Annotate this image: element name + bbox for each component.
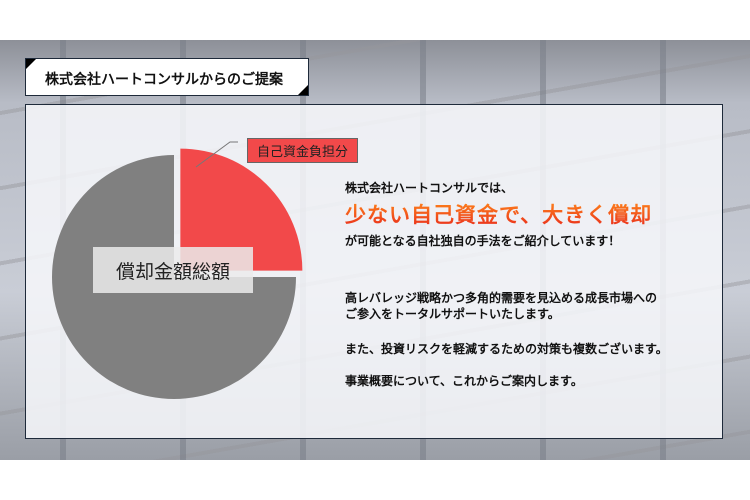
paragraph-3: 事業概要について、これからご案内します。: [345, 374, 583, 388]
paragraph-1a: 高レバレッジ戦略かつ多角的需要を見込める成長市場への: [345, 291, 658, 305]
pie-label-own-funds: 自己資金負担分: [247, 138, 358, 163]
title-box: 株式会社ハートコンサルからのご提案: [25, 58, 309, 96]
intro-line-2: が可能となる自社独自の手法をご紹介しています！: [345, 234, 621, 248]
intro-line: 株式会社ハートコンサルでは、: [345, 181, 514, 195]
page-title: 株式会社ハートコンサルからのご提案: [45, 72, 283, 88]
pie-label-amortization-total: 償却金額総額: [93, 247, 253, 293]
corner-decoration: [26, 59, 36, 69]
leader-line: [195, 141, 238, 168]
highlight-headline: 少ない自己資金で、大きく償却: [345, 199, 652, 229]
pie-slice-own-funds: [180, 148, 303, 271]
corner-decoration: [298, 85, 308, 95]
paragraph-1b: ご参入をトータルサポートいたします。: [345, 307, 560, 321]
paragraph-2: また、投資リスクを軽減するための対策も複数ございます。: [345, 342, 668, 356]
